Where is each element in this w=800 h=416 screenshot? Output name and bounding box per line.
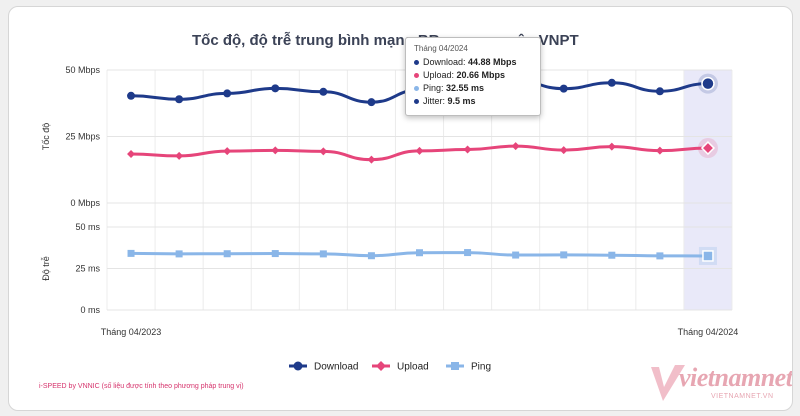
data-point-download <box>607 78 616 87</box>
data-point-upload <box>655 146 664 155</box>
data-point-ping <box>175 250 183 258</box>
data-point-download <box>319 87 328 96</box>
data-point-download <box>559 84 568 93</box>
watermark-v-icon <box>651 365 685 401</box>
tooltip-label: Upload: <box>423 70 457 80</box>
data-point-download <box>175 95 184 104</box>
data-point-upload <box>175 151 184 160</box>
data-point-ping <box>702 250 714 262</box>
tooltip-header: Tháng 04/2024 <box>414 44 468 53</box>
data-point-upload <box>463 145 472 154</box>
data-point-upload <box>319 147 328 156</box>
data-point-download <box>655 87 664 96</box>
data-point-download <box>367 98 376 107</box>
data-point-ping <box>560 251 568 259</box>
tooltip-value: 9.5 ms <box>447 96 476 106</box>
highlight-band <box>683 70 732 310</box>
watermark-logo: vietnamnet VIETNAMNET.VN <box>649 359 793 407</box>
y-axis-title: Tốc độ <box>41 123 51 151</box>
data-point-download <box>701 76 715 91</box>
ping-dot-icon <box>414 86 419 92</box>
chart-svg: 0 Mbps 25 Mbps 50 Mbps Tốc độ 0 ms 25 ms 50 ms… <box>39 32 739 390</box>
tooltip-label: Ping: <box>423 83 447 93</box>
legend-label-ping: Ping <box>471 362 491 373</box>
y-tick-label: 0 Mbps <box>70 198 100 208</box>
data-point-upload <box>607 142 616 151</box>
y-tick-label: 0 ms <box>80 305 100 315</box>
data-point-upload <box>127 150 136 159</box>
y-tick-label: 25 ms <box>75 264 100 274</box>
watermark-text: vietnamnet <box>679 363 793 392</box>
upload-dot-icon <box>414 73 419 79</box>
y-axis-title: Độ trễ <box>41 256 51 281</box>
tooltip-row-download: Download: 44.88 Mbps <box>414 56 532 69</box>
data-point-ping <box>319 250 327 258</box>
legend-label-download: Download <box>314 362 358 373</box>
chart-title: Tốc độ, độ trễ trung bình mạng BR <box>192 32 440 49</box>
data-point-ping <box>608 251 616 259</box>
data-point-upload <box>559 146 568 155</box>
data-point-ping <box>656 252 664 260</box>
source-note: i-SPEED by VNNIC (số liệu được tính theo… <box>39 381 244 390</box>
data-point-upload <box>415 146 424 155</box>
tooltip-label: Download: <box>423 57 469 67</box>
data-point-ping <box>223 250 231 258</box>
data-point-download <box>127 91 136 100</box>
tooltip-label: Jitter: <box>423 96 448 106</box>
data-point-upload <box>700 140 716 156</box>
tooltip-value: 44.88 Mbps <box>468 57 517 67</box>
data-point-ping <box>416 249 423 257</box>
data-point-upload <box>223 147 232 156</box>
data-point-ping <box>512 251 520 259</box>
jitter-dot-icon <box>414 99 419 105</box>
data-point-ping <box>127 249 135 257</box>
chart-card: 0 Mbps 25 Mbps 50 Mbps Tốc độ 0 ms 25 ms 50 ms… <box>8 6 793 411</box>
tooltip-row-jitter: Jitter: 9.5 ms <box>414 95 532 108</box>
y-tick-label: 25 Mbps <box>65 132 100 142</box>
data-point-upload <box>367 155 376 164</box>
x-tick-label-start: Tháng 04/2023 <box>101 327 162 337</box>
tooltip-row-ping: Ping: 32.55 ms <box>414 82 532 95</box>
legend-marker-ping <box>451 362 459 370</box>
tooltip: Tháng 04/2024 Download: 44.88 Mbps Uploa… <box>405 37 541 116</box>
data-point-ping <box>271 250 279 258</box>
download-dot-icon <box>414 60 419 66</box>
data-point-upload <box>511 142 520 151</box>
tooltip-row-upload: Upload: 20.66 Mbps <box>414 69 532 82</box>
tooltip-value: 20.66 Mbps <box>456 70 506 80</box>
y-tick-label: 50 ms <box>75 222 100 232</box>
data-point-ping <box>367 252 375 260</box>
y-tick-label: 50 Mbps <box>65 65 100 75</box>
tooltip-value: 32.55 ms <box>446 83 485 93</box>
data-point-download <box>271 84 280 93</box>
legend-label-upload: Upload <box>397 362 429 373</box>
watermark-subtext: VIETNAMNET.VN <box>711 393 774 400</box>
data-point-upload <box>271 146 280 155</box>
legend-marker-upload <box>376 361 386 371</box>
data-point-download <box>223 89 232 98</box>
data-point-ping <box>464 249 472 257</box>
legend-marker-download <box>293 361 303 371</box>
x-tick-label-end: Tháng 04/2024 <box>678 327 739 337</box>
